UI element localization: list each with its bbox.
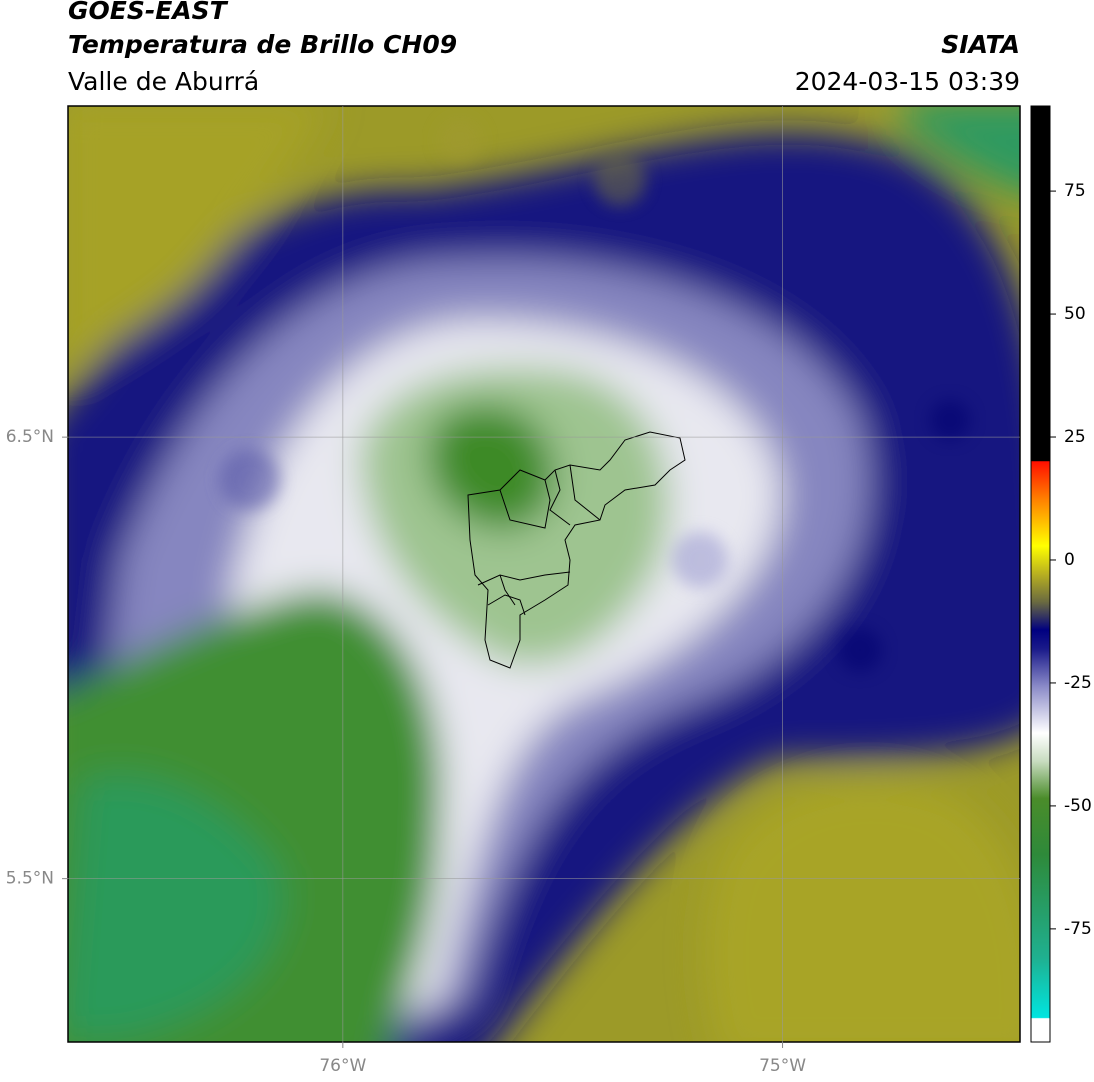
municipality-boundaries: [467, 431, 686, 669]
colorbar-tick-label: -75: [1064, 919, 1092, 939]
lat-tick-label: 6.5°N: [6, 427, 54, 447]
region: Valle de Aburrá: [68, 67, 259, 96]
lon-tick-label: 75°W: [759, 1056, 806, 1076]
colorbar-tick-label: 25: [1064, 427, 1086, 447]
subtitle: Temperatura de Brillo CH09: [68, 30, 457, 59]
colorbar-tick-label: 50: [1064, 304, 1086, 324]
datetime: 2024-03-15 03:39: [795, 67, 1020, 96]
colorbar-tick-label: -50: [1064, 796, 1092, 816]
colorbar-tick-label: 75: [1064, 181, 1086, 201]
colorbar: [1030, 105, 1051, 1043]
colorbar-tick-label: 0: [1064, 550, 1075, 570]
colorbar-tick-label: -25: [1064, 673, 1092, 693]
title: GOES-EAST: [68, 0, 229, 25]
lon-tick-label: 76°W: [319, 1056, 366, 1076]
lat-tick-label: 5.5°N: [6, 869, 54, 889]
satellite-field: [68, 106, 1020, 1042]
source: SIATA: [941, 30, 1020, 59]
map-frame: [67, 105, 1021, 1043]
